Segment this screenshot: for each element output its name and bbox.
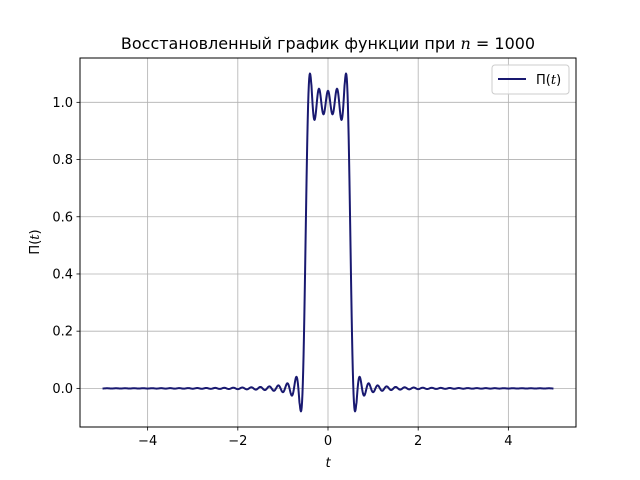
- y-axis-ticks: 0.0 0.2 0.4 0.6 0.8 1.0: [52, 96, 80, 397]
- legend-label: Π(t): [536, 73, 561, 88]
- plot-series: [101, 72, 555, 413]
- legend-label-var: t: [551, 73, 557, 88]
- y-tick-label: 0.0: [52, 382, 73, 397]
- legend-label-suffix: ): [556, 73, 561, 88]
- chart-title-math-var: n: [461, 34, 471, 53]
- x-tick-label: 2: [414, 434, 422, 449]
- chart-title-math-rest: = 1000: [471, 34, 535, 53]
- y-axis-label-prefix: Π(: [28, 240, 43, 255]
- x-axis-label: t: [325, 456, 331, 471]
- y-tick-label: 0.8: [52, 153, 73, 168]
- x-tick-label: 0: [324, 434, 332, 449]
- legend-box: [491, 64, 570, 95]
- legend-label-prefix: Π(: [536, 73, 551, 88]
- legend: Π(t): [491, 64, 570, 95]
- chart-title-text: Восстановленный график функции при: [121, 34, 461, 53]
- y-tick-label: 0.6: [52, 210, 73, 225]
- x-axis-ticks: −4 −2 0 2 4: [138, 427, 513, 449]
- chart-title: Восстановленный график функции при n = 1…: [121, 34, 535, 53]
- y-axis-label-suffix: ): [28, 229, 43, 234]
- grid: [80, 58, 576, 427]
- x-tick-label: 4: [504, 434, 512, 449]
- y-tick-label: 0.2: [52, 325, 73, 340]
- y-axis-label: Π(t): [28, 229, 43, 254]
- x-tick-label: −2: [228, 434, 247, 449]
- y-tick-label: 0.4: [52, 267, 73, 282]
- y-tick-label: 1.0: [52, 96, 73, 111]
- series-line-pi-t: [101, 72, 555, 413]
- x-tick-label: −4: [138, 434, 157, 449]
- y-axis-label-var: t: [28, 234, 43, 240]
